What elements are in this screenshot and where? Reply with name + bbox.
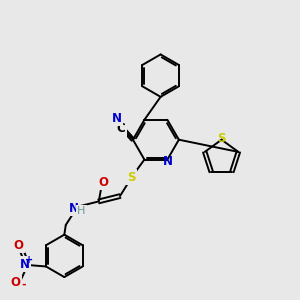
Text: O: O	[10, 276, 20, 289]
Text: C: C	[117, 122, 126, 135]
Text: N: N	[112, 112, 122, 125]
Text: H: H	[77, 206, 85, 216]
Text: O: O	[14, 239, 24, 252]
Text: N: N	[69, 202, 79, 215]
Text: +: +	[25, 255, 33, 265]
Text: N: N	[163, 155, 173, 168]
Text: O: O	[98, 176, 108, 189]
Text: S: S	[217, 132, 226, 145]
Text: S: S	[128, 171, 136, 184]
Text: -: -	[21, 280, 26, 290]
Text: N: N	[20, 258, 30, 271]
